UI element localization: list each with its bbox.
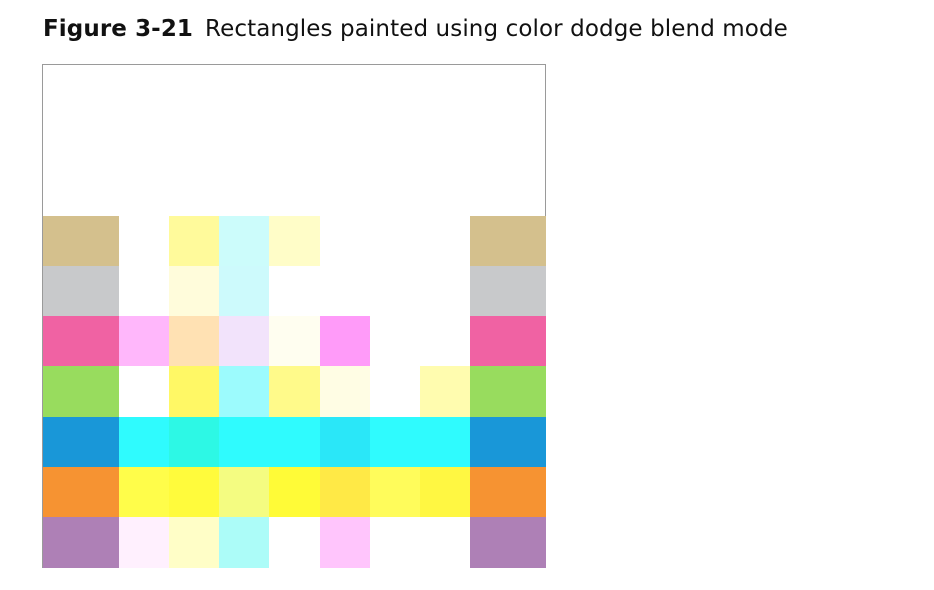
color-cell <box>369 216 421 267</box>
color-cell <box>269 466 321 518</box>
color-cell <box>43 516 119 568</box>
color-cell <box>119 516 170 568</box>
color-cell <box>169 466 220 518</box>
color-cell <box>269 516 321 568</box>
figure-title: Rectangles painted using color dodge ble… <box>205 16 788 42</box>
color-cell <box>470 516 546 568</box>
color-cell <box>319 216 371 267</box>
color-cell <box>369 266 421 317</box>
color-cell <box>269 216 321 267</box>
color-cell <box>369 416 421 468</box>
color-cell <box>419 366 471 418</box>
color-cell <box>419 516 471 568</box>
color-dodge-grid <box>43 65 546 568</box>
color-cell <box>369 366 421 418</box>
color-cell <box>470 416 546 468</box>
color-cell <box>43 316 119 367</box>
color-cell <box>419 266 471 317</box>
color-cell <box>419 216 471 267</box>
color-cell <box>470 216 546 267</box>
color-cell <box>119 466 170 518</box>
color-cell <box>43 216 119 267</box>
color-cell <box>43 266 119 317</box>
color-cell <box>470 316 546 367</box>
color-cell <box>169 316 220 367</box>
color-cell <box>470 366 546 418</box>
color-cell <box>269 266 321 317</box>
color-cell <box>319 266 371 317</box>
color-cell <box>219 366 270 418</box>
color-cell <box>369 516 421 568</box>
color-cell <box>269 416 321 468</box>
figure-caption: Figure 3-21 Rectangles painted using colo… <box>43 14 788 44</box>
color-cell <box>169 216 220 267</box>
color-cell <box>319 416 371 468</box>
color-cell <box>169 266 220 317</box>
figure-number: Figure 3-21 <box>43 16 194 42</box>
color-cell <box>269 366 321 418</box>
color-cell <box>419 416 471 468</box>
figure-image <box>42 64 546 568</box>
color-cell <box>470 466 546 518</box>
color-cell <box>43 366 119 418</box>
color-cell <box>43 466 119 518</box>
color-cell <box>219 516 270 568</box>
color-cell <box>119 266 170 317</box>
color-cell <box>169 516 220 568</box>
color-cell <box>219 316 270 367</box>
color-cell <box>419 466 471 518</box>
color-cell <box>119 216 170 267</box>
color-cell <box>369 466 421 518</box>
color-cell <box>219 416 270 468</box>
color-cell <box>269 316 321 367</box>
color-cell <box>119 316 170 367</box>
color-cell <box>319 516 371 568</box>
color-cell <box>319 316 371 367</box>
color-cell <box>169 366 220 418</box>
color-cell <box>369 316 421 367</box>
color-cell <box>219 466 270 518</box>
color-cell <box>43 416 119 468</box>
color-cell <box>319 366 371 418</box>
color-cell <box>219 216 270 267</box>
color-cell <box>119 366 170 418</box>
color-cell <box>219 266 270 317</box>
color-cell <box>169 416 220 468</box>
color-cell <box>319 466 371 518</box>
color-cell <box>419 316 471 367</box>
color-cell <box>119 416 170 468</box>
color-cell <box>470 266 546 317</box>
